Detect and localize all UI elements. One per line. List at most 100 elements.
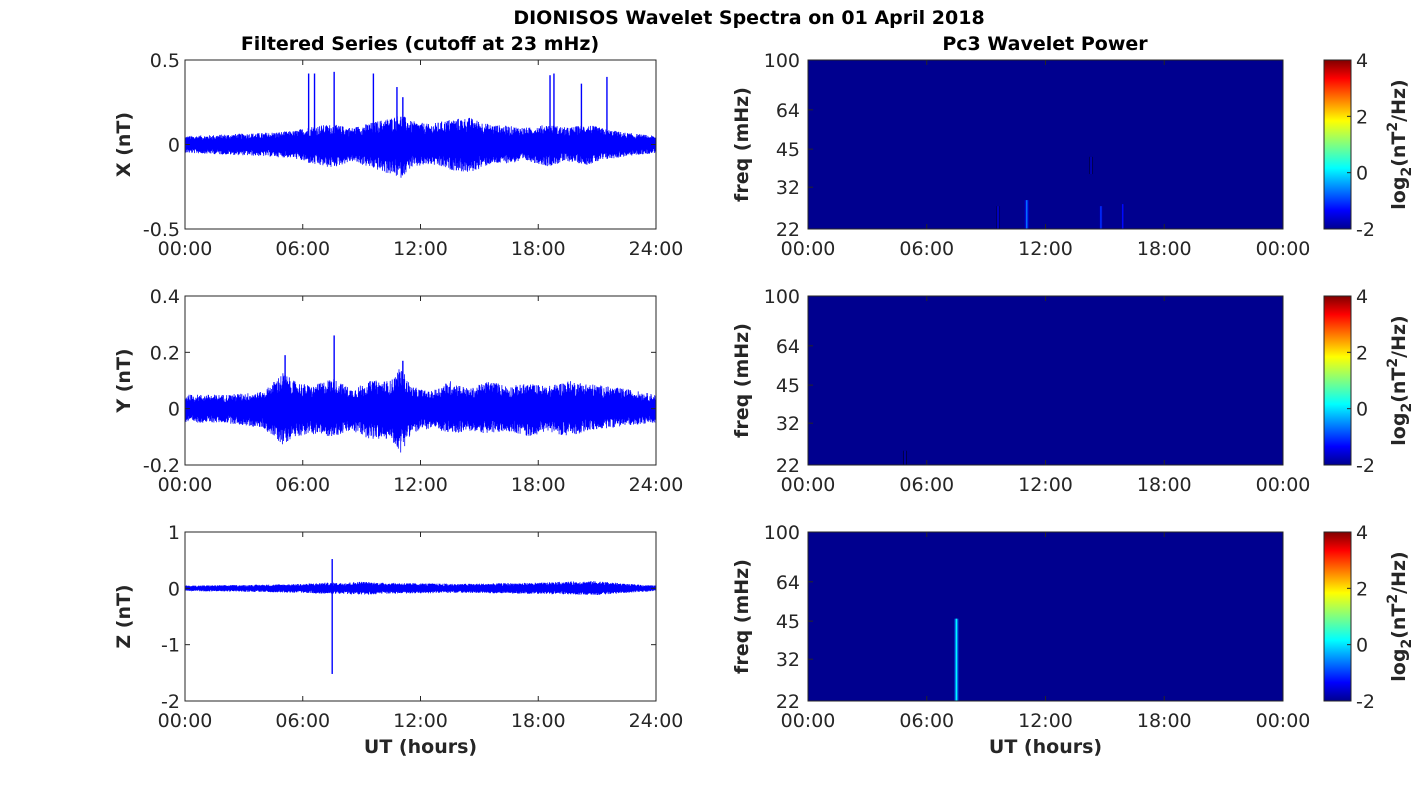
spectrum-y-y-tick-label: 22 <box>776 455 800 477</box>
series-y-x-tick-label: 18:00 <box>511 474 566 496</box>
series-z-plot-area <box>185 532 656 701</box>
spectrum-x-power-map <box>808 60 1283 229</box>
spectrum-z-colorbar-tick-label: 2 <box>1356 578 1368 600</box>
series-x-x-tick-label: 24:00 <box>629 238 684 260</box>
spectrum-y-panel: 22 32 45 64 100 00:00 06:00 12:00 18:00 00:00 freq… <box>731 286 1415 496</box>
spectrum-y-colorbar-tick-label: 2 <box>1356 342 1368 364</box>
spectrum-y-colorbar-tick-label: 0 <box>1356 399 1368 421</box>
series-y-x-tick-label: 12:00 <box>393 474 448 496</box>
spectrum-y-colorbar-scale <box>1323 295 1352 466</box>
series-y-x-tick-label: 06:00 <box>275 474 330 496</box>
series-x-panel: -0.5 0 0.5 00:00 06:00 12:00 18:00 24:00 X (nT) <box>113 50 683 260</box>
spectrum-x-x-tick-label: 00:00 <box>1256 238 1311 260</box>
series-x-y-tick-label: 0 <box>168 135 180 157</box>
spectrum-x-panel: 22 32 45 64 100 00:00 06:00 12:00 18:00 00:00 freq… <box>731 50 1415 260</box>
spectrum-x-colorbar-tick-label: 0 <box>1356 163 1368 185</box>
spectrum-x-y-axis-label: freq (mHz) <box>731 87 753 202</box>
spectrum-x-colorbar-label: log2(nT2/Hz) <box>1385 79 1415 209</box>
spectrum-y-y-axis-label: freq (mHz) <box>731 323 753 438</box>
spectrum-z-x-axis-label: UT (hours) <box>989 736 1102 758</box>
series-y-y-tick-label: 0.4 <box>150 286 180 308</box>
spectrum-y-power-map <box>808 296 1283 465</box>
spectrum-z-colorbar-tick-label: 0 <box>1356 635 1368 657</box>
spectrum-z-colorbar-tick-label: 4 <box>1356 522 1368 544</box>
spectrum-x-colorbar-tick-label: -2 <box>1356 219 1375 241</box>
spectrum-z-y-tick-label: 64 <box>776 572 800 594</box>
spectrum-z-power-map <box>808 532 1283 701</box>
series-x-x-tick-label: 06:00 <box>275 238 330 260</box>
series-y-plot-area <box>185 296 656 465</box>
spectrum-y-x-tick-label: 12:00 <box>1018 474 1073 496</box>
series-z-y-tick-label: -2 <box>161 691 180 713</box>
spectrum-z-y-tick-label: 100 <box>764 522 800 544</box>
spectrum-z-power-feature <box>955 618 958 701</box>
series-x-x-tick-label: 12:00 <box>393 238 448 260</box>
series-z-y-tick-label: 0 <box>168 578 180 600</box>
spectrum-z-panel: 22 32 45 64 100 00:00 06:00 12:00 18:00 00:00 UT (… <box>731 522 1415 758</box>
spectrum-y-y-tick-label: 32 <box>776 413 800 435</box>
series-z-y-tick-label: 1 <box>168 522 180 544</box>
spectrum-y-x-tick-label: 06:00 <box>899 474 954 496</box>
spectrum-y-colorbar-tick-label: -2 <box>1356 455 1375 477</box>
series-z-y-axis-label: Z (nT) <box>113 584 135 648</box>
spectrum-x-y-tick-label: 22 <box>776 219 800 241</box>
series-z-trace <box>184 581 657 596</box>
right-column-title: Pc3 Wavelet Power <box>942 33 1148 55</box>
series-z-x-tick-label: 18:00 <box>511 710 566 732</box>
spectrum-x-x-tick-label: 18:00 <box>1137 238 1192 260</box>
series-y-y-axis-label: Y (nT) <box>113 348 135 413</box>
spectrum-z-colorbar: -2 0 2 4 log2(nT2/Hz) <box>1323 522 1415 713</box>
figure-title: DIONISOS Wavelet Spectra on 01 April 201… <box>513 7 984 29</box>
spectrum-x-power-feature <box>1100 206 1102 229</box>
series-z-x-tick-label: 12:00 <box>393 710 448 732</box>
series-y-x-tick-label: 00:00 <box>158 474 213 496</box>
spectrum-z-colorbar-label: log2(nT2/Hz) <box>1385 551 1415 681</box>
spectrum-x-colorbar-scale <box>1323 59 1352 230</box>
spectrum-z-x-tick-label: 12:00 <box>1018 710 1073 732</box>
spectrum-z-y-tick-label: 45 <box>776 611 800 633</box>
spectrum-z-x-tick-label: 18:00 <box>1137 710 1192 732</box>
spectrum-y-colorbar-tick-label: 4 <box>1356 286 1368 308</box>
spectrum-y-y-tick-label: 100 <box>764 286 800 308</box>
spectrum-y-power-feature <box>904 450 906 465</box>
series-y-x-tick-label: 24:00 <box>629 474 684 496</box>
spectrum-x-y-tick-label: 45 <box>776 139 800 161</box>
spectrum-y-x-tick-label: 00:00 <box>781 474 836 496</box>
spectrum-z-x-tick-label: 00:00 <box>1256 710 1311 732</box>
spectrum-y-x-tick-label: 18:00 <box>1137 474 1192 496</box>
series-z-x-tick-label: 00:00 <box>158 710 213 732</box>
spectrum-z-y-tick-label: 22 <box>776 691 800 713</box>
series-z-panel: -2 -1 0 1 00:00 06:00 12:00 18:00 24:00 UT (hours… <box>113 522 683 758</box>
spectrum-y-y-tick-label: 45 <box>776 375 800 397</box>
spectrum-x-x-tick-label: 12:00 <box>1018 238 1073 260</box>
spectrum-y-colorbar: -2 0 2 4 log2(nT2/Hz) <box>1323 286 1415 477</box>
spectrum-z-x-tick-label: 06:00 <box>899 710 954 732</box>
series-y-trace <box>184 369 657 453</box>
spectrum-x-colorbar-tick-label: 2 <box>1356 106 1368 128</box>
spectrum-z-colorbar-tick-label: -2 <box>1356 691 1375 713</box>
series-x-x-tick-label: 00:00 <box>158 238 213 260</box>
series-x-y-axis-label: X (nT) <box>113 112 135 177</box>
series-z-x-axis-label: UT (hours) <box>364 736 477 758</box>
spectrum-z-x-tick-label: 00:00 <box>781 710 836 732</box>
series-z-y-tick-label: -1 <box>161 635 180 657</box>
series-z-x-tick-label: 24:00 <box>629 710 684 732</box>
chart-panels: -0.500.500:00 06:00 12:00 18:00 24:00X (nT)-… <box>113 50 1415 758</box>
spectrum-x-power-feature <box>1121 204 1124 229</box>
spectrum-y-x-tick-label: 00:00 <box>1256 474 1311 496</box>
series-x-y-tick-label: 0.5 <box>150 50 180 72</box>
spectrum-z-y-axis-label: freq (mHz) <box>731 559 753 674</box>
spectrum-x-power-feature <box>1090 156 1092 175</box>
spectrum-x-colorbar-tick-label: 4 <box>1356 50 1368 72</box>
spectrum-x-y-tick-label: 32 <box>776 177 800 199</box>
series-y-panel: -0.2 0 0.2 0.4 00:00 06:00 12:00 18:00 24:00 Y (n… <box>113 286 683 496</box>
spectrum-x-colorbar: -2 0 2 4 log2(nT2/Hz) <box>1323 50 1415 241</box>
series-x-trace <box>184 116 657 178</box>
spectrum-x-y-tick-label: 64 <box>776 100 800 122</box>
left-column-title: Filtered Series (cutoff at 23 mHz) <box>241 33 599 55</box>
spectrum-x-y-tick-label: 100 <box>764 50 800 72</box>
spectrum-x-power-feature <box>1025 200 1028 229</box>
series-y-y-tick-label: -0.2 <box>143 455 180 477</box>
series-x-x-tick-label: 18:00 <box>511 238 566 260</box>
